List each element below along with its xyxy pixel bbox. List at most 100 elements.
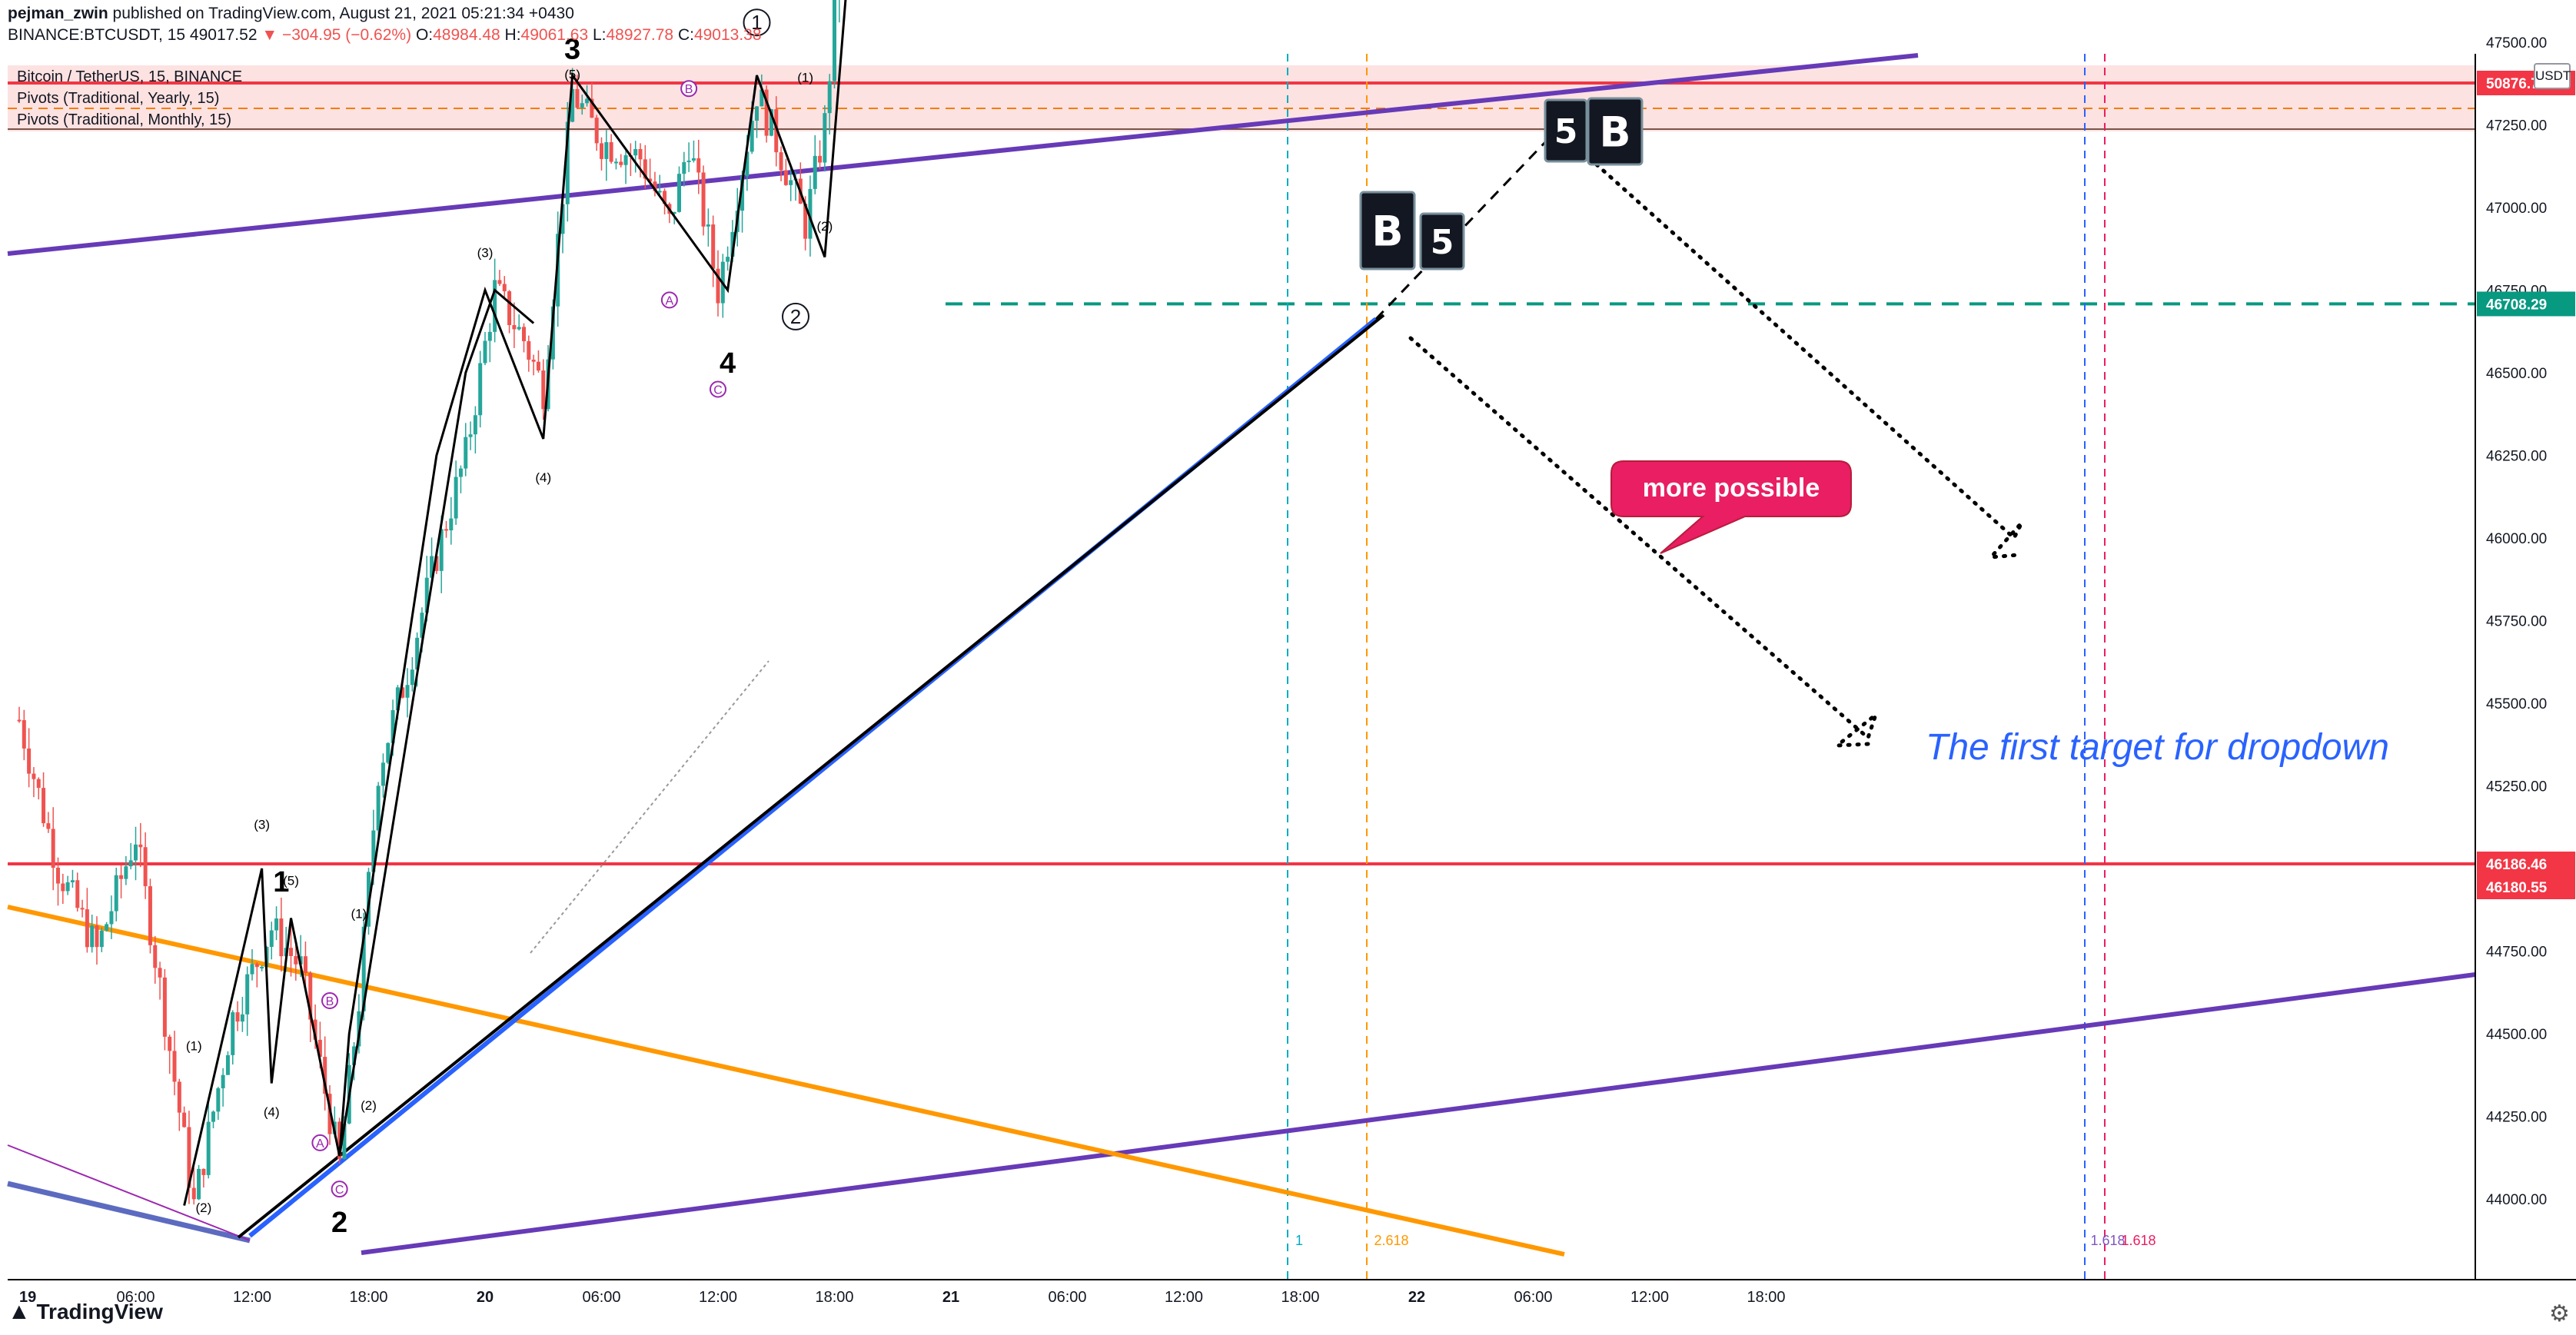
candle-body (371, 830, 376, 872)
candle-body (303, 956, 307, 973)
candle-body (468, 434, 473, 437)
circled-label-ring (321, 992, 338, 1009)
candle-body (65, 882, 70, 892)
candle-body (701, 172, 706, 227)
price-tag-target: 46708.29 (2486, 297, 2547, 313)
upper-channel-line (7, 53, 1919, 256)
legend-pivots-yearly[interactable]: Pivots (Traditional, Yearly, 15) (17, 90, 220, 107)
candle-body (827, 81, 832, 114)
circled-label-ring (782, 302, 809, 330)
currency-badge[interactable]: USDT (2534, 63, 2571, 89)
legend-pivots-monthly[interactable]: Pivots (Traditional, Monthly, 15) (17, 111, 231, 128)
candle-body (726, 257, 730, 262)
candle-body (274, 918, 279, 931)
wave-label: (1) (186, 1039, 202, 1054)
open-value: 48984.48 (433, 26, 500, 44)
y-tick-label: 44500.00 (2486, 1027, 2547, 1043)
candle-body (663, 191, 667, 204)
circled-label: 2 (790, 305, 801, 328)
x-tick-label: 12:00 (1630, 1289, 1669, 1306)
pivot-zone (8, 65, 2475, 131)
candle-body (376, 785, 381, 831)
candle-body (313, 1019, 317, 1040)
box-b-mid: B (1371, 207, 1403, 255)
x-tick-label: 22 (1408, 1289, 1425, 1306)
lower-channel-line (361, 972, 2476, 1255)
candle-body (405, 685, 410, 698)
candle-body (42, 788, 46, 824)
candle-body (774, 109, 779, 153)
annotations: 161.80%(50749.67)113.00%(49549.47)127.20… (1295, 97, 2389, 1248)
candle-body (289, 948, 293, 956)
candle-body (294, 955, 298, 965)
candle-body (182, 1112, 187, 1127)
candle-body (99, 930, 104, 948)
projection-dashed (1374, 141, 1547, 320)
candle-body (527, 340, 531, 360)
candle-body (691, 158, 696, 161)
box-5-mid: 5 (1431, 223, 1454, 262)
candle-body (206, 1121, 211, 1175)
candle-body (600, 143, 603, 159)
publisher-name[interactable]: pejman_zwin (8, 5, 108, 22)
candle-body (386, 742, 391, 763)
candle-body (27, 748, 32, 774)
candle-body (541, 370, 546, 410)
x-tick-label: 18:00 (815, 1289, 853, 1306)
y-tick-label: 47500.00 (2486, 35, 2547, 51)
legend-main[interactable]: Bitcoin / TetherUS, 15, BINANCE (17, 68, 243, 85)
wave-label: (5) (564, 67, 580, 81)
candle-body (458, 468, 463, 477)
candle-body (464, 437, 468, 469)
candle-body (730, 231, 735, 257)
price-tag-target-bg (2477, 291, 2575, 317)
y-tick-label: 46250.00 (2486, 449, 2547, 465)
tradingview-logo: ▲ TradingView (8, 1299, 163, 1325)
circled-label-ring (311, 1134, 329, 1151)
candle-body (191, 1187, 196, 1200)
candle-body (95, 925, 99, 948)
candle-body (36, 779, 41, 789)
candle-body (604, 142, 609, 159)
low-label: L: (592, 26, 607, 44)
candle-body (590, 98, 594, 118)
circled-label-ring (680, 80, 698, 98)
y-tick-label: 47000.00 (2486, 201, 2547, 217)
symbol-text: BINANCE:BTCUSDT, 15 (8, 26, 186, 44)
x-tick-label: 06:00 (116, 1289, 155, 1306)
fib-time-label: 1.618 (2121, 1233, 2156, 1248)
x-tick-label: 06:00 (1048, 1289, 1086, 1306)
candle-body (483, 340, 487, 364)
y-tick-label: 44750.00 (2486, 945, 2547, 961)
candle-body (279, 918, 284, 957)
circled-label: A (666, 294, 674, 307)
candle-body (361, 926, 366, 1011)
wave-labels: 12345(1)(2)(3)(4)(5)(1)(2)(3)(4)(5)(1)(2… (186, 8, 833, 1239)
x-tick-label: 18:00 (349, 1289, 387, 1306)
candle-body (250, 964, 254, 975)
gear-icon[interactable]: ⚙ (2549, 1301, 2570, 1327)
target-text: The first target for dropdown (1926, 727, 2389, 768)
grey-dotted-line (530, 660, 769, 954)
candle-body (401, 687, 405, 698)
price-tag-pivot2-bg (2477, 875, 2575, 899)
wave-label: (1) (797, 71, 813, 85)
black-wave-sub (338, 287, 535, 1157)
candle-body (783, 170, 788, 185)
candle-body (531, 359, 536, 362)
published-text: published on TradingView.com, August 21,… (112, 5, 574, 22)
candle-body (32, 773, 36, 779)
box-b-top: B (1599, 108, 1630, 156)
candle-body (260, 966, 264, 968)
candle-body (550, 306, 555, 360)
blue-short-line (7, 1181, 251, 1244)
wave-label: (2) (816, 219, 833, 234)
candle-body (109, 911, 114, 925)
wave-label: (3) (477, 246, 494, 261)
y-tick-label: 47250.00 (2486, 118, 2547, 134)
x-tick-label: 12:00 (233, 1289, 271, 1306)
fib-time-label: 1.618 (2090, 1233, 2125, 1248)
tv-logo-icon: ▲ (8, 1299, 31, 1324)
candle-body (716, 268, 720, 304)
